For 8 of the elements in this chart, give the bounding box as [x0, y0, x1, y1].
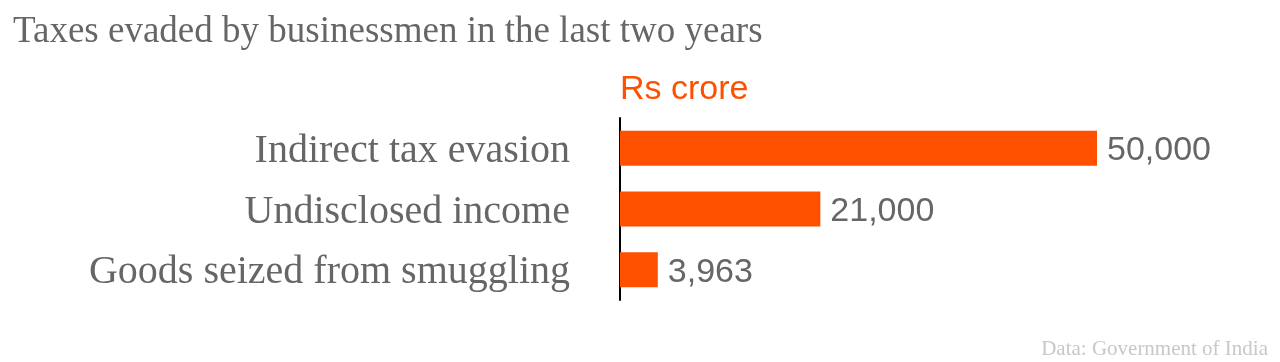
y-tick-label: Indirect tax evasion	[254, 125, 570, 171]
y-tick-label: Goods seized from smuggling	[88, 247, 570, 293]
data-label: 3,963	[667, 250, 753, 289]
data-label: 50,000	[1107, 129, 1211, 168]
chart-title: Taxes evaded by businessmen in the last two years	[13, 9, 763, 50]
y-tick-label: Undisclosed income	[244, 186, 570, 232]
x-axis-title: Rs crore	[620, 68, 749, 106]
data-label: 21,000	[830, 190, 935, 228]
